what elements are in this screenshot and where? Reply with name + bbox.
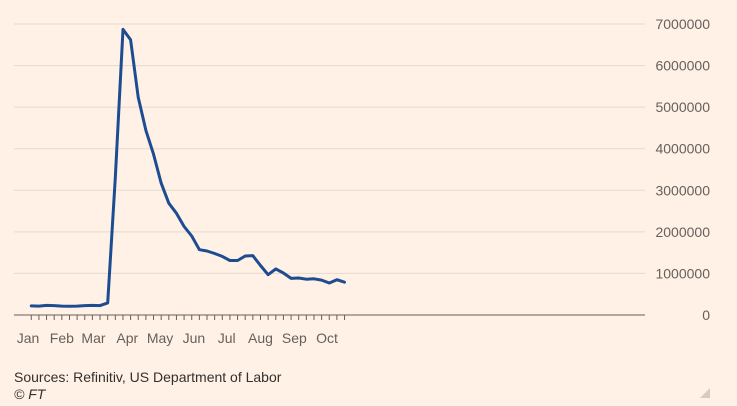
series-line [29, 27, 346, 308]
y-tick-label: 3000000 [655, 182, 710, 198]
y-tick-label: 0 [702, 307, 710, 323]
x-tick-label: Jun [183, 330, 206, 346]
x-tick-label: Oct [316, 330, 338, 346]
x-tick-label: Jan [17, 330, 40, 346]
y-tick-label: 1000000 [655, 265, 710, 281]
x-tick-label: Apr [116, 330, 138, 346]
series-lines [29, 27, 346, 308]
source-note: Sources: Refinitiv, US Department of Lab… [14, 369, 282, 385]
unemployment-claims-chart: 0 1000000 2000000 3000000 4000000 5000000 6000… [14, 16, 710, 346]
x-tick-label: Feb [50, 330, 74, 346]
x-tick-label: Jul [218, 330, 236, 346]
y-tick-label: 7000000 [655, 16, 710, 32]
y-tick-label: 5000000 [655, 99, 710, 115]
resize-handle-icon [700, 388, 710, 398]
y-tick-label: 2000000 [655, 224, 710, 240]
copyright-note: © FT [14, 386, 46, 402]
y-axis-labels: 0 1000000 2000000 3000000 4000000 5000000 6000… [655, 16, 710, 323]
x-tick-label: May [147, 330, 173, 346]
y-tick-label: 6000000 [655, 58, 710, 74]
x-tick-label: Aug [248, 330, 273, 346]
y-tick-label: 4000000 [655, 141, 710, 157]
gridlines [14, 23, 645, 274]
x-tick-label: Sep [282, 330, 307, 346]
x-tick-label: Mar [81, 330, 105, 346]
x-axis-labels: Jan Feb Mar Apr May Jun Jul Aug Sep Oct [17, 330, 338, 346]
x-axis [14, 314, 645, 320]
